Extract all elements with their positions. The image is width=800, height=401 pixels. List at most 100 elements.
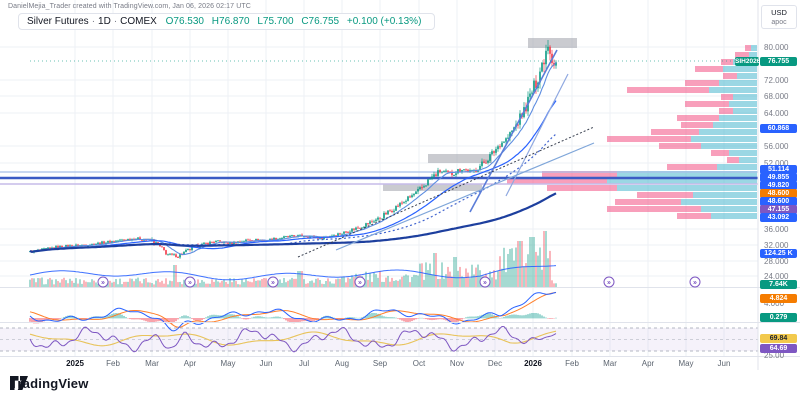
currency-label[interactable]: USD [771,8,787,17]
chevrons-circle-marker[interactable] [479,276,491,288]
time-axis-label[interactable]: Feb [106,359,120,368]
profile-sell-row [547,185,617,191]
profile-buy-row [737,73,757,79]
moving-average-line[interactable] [29,192,557,254]
profile-buy-row [693,192,757,198]
contract-label-badge[interactable]: SIH2026 [735,56,761,66]
trendline[interactable] [469,49,558,213]
price-axis-badge[interactable]: 48.600 [760,196,797,206]
moving-average-line[interactable] [29,133,557,253]
profile-sell-row [637,192,693,198]
profile-sell-row [659,143,701,149]
price-axis-label[interactable]: 64.000 [764,109,789,118]
chevrons-glyph: » [607,280,611,287]
chevrons-circle-marker[interactable] [354,276,366,288]
time-axis-label[interactable]: Oct [412,359,426,368]
price-axis-badge[interactable]: 0.279 [760,312,797,322]
chevrons-circle-marker[interactable] [97,276,109,288]
time-axis-label[interactable]: 2026 [524,359,542,368]
chevrons-circle-marker[interactable] [184,276,196,288]
time-axis-label[interactable]: Apr [183,359,197,368]
price-axis-label[interactable]: 4.000 [764,299,785,308]
time-axis-label[interactable]: Dec [487,359,503,368]
chevrons-circle-marker[interactable] [603,276,615,288]
price-axis-badge[interactable]: 76.755 [760,56,797,66]
unit-label[interactable]: apoc [771,19,787,26]
price-axis-unit-toggle[interactable]: USD apoc [761,5,797,29]
price-axis-label[interactable]: 24.000 [764,272,789,281]
price-axis-label[interactable]: 25.00 [764,351,785,360]
price-axis-badge[interactable]: 69.84 [760,333,797,343]
profile-buy-row [723,66,757,72]
time-axis-label[interactable]: Jul [298,359,310,368]
trendline[interactable] [335,142,595,251]
profile-buy-row [691,136,757,142]
time-axis-label[interactable]: Jun [717,359,731,368]
profile-buy-row [607,178,757,184]
price-axis-label[interactable]: 52.000 [764,159,789,168]
price-axis-badge[interactable]: 47.155 [760,204,797,214]
profile-buy-row [739,157,757,163]
profile-buy-row [709,87,757,93]
time-axis-label[interactable]: Feb [565,359,579,368]
time-axis-label[interactable]: Sep [372,359,388,368]
price-axis-badge[interactable]: 49.820 [760,180,797,190]
chevrons-glyph: » [358,280,362,287]
price-axis-label[interactable]: 28.000 [764,257,789,266]
time-axis-label[interactable]: Aug [334,359,350,368]
volume-profile [507,45,757,219]
profile-buy-row [729,150,757,156]
price-axis-badge[interactable]: 64.69 [760,343,797,353]
price-axis-label[interactable]: 80.000 [764,43,789,52]
price-axis-label[interactable]: 68.000 [764,92,789,101]
supply-demand-zone[interactable] [528,38,577,48]
time-axis-label[interactable]: Apr [641,359,655,368]
profile-sell-row [685,80,719,86]
chevrons-circle-marker[interactable] [689,276,701,288]
price-axis-badge[interactable]: 7.64K [760,279,797,289]
moving-average-line[interactable] [29,61,557,256]
price-axis-badge[interactable]: 4.824 [760,293,797,303]
price-axis-label[interactable]: 32.000 [764,241,789,250]
profile-sell-row [711,150,729,156]
profile-buy-row [719,115,757,121]
time-axis-label[interactable]: 2025 [66,359,84,368]
profile-sell-row [719,108,733,114]
tradingview-brand-text[interactable]: TradingView [10,376,89,391]
moving-average-line[interactable] [29,100,557,253]
chevrons-glyph: » [188,280,192,287]
price-axis-badge[interactable]: 49.855 [760,172,797,182]
price-axis-label[interactable]: 72.000 [764,76,789,85]
interval-label[interactable]: 1D [98,16,111,27]
high-value: H76.870 [211,16,250,27]
price-axis-label[interactable]: 36.000 [764,225,789,234]
tradingview-logo-icon[interactable] [10,376,28,390]
profile-buy-row [617,171,757,177]
time-axis-label[interactable]: May [220,359,236,368]
profile-buy-row [681,199,757,205]
profile-sell-row [735,52,749,58]
profile-buy-row [701,206,757,212]
price-axis-badge[interactable]: 60.868 [760,123,797,133]
time-axis-label[interactable]: Nov [449,359,465,368]
supply-demand-zone[interactable] [383,184,482,191]
trendline[interactable] [297,126,595,258]
symbol-title[interactable]: Silver Futures [27,16,89,27]
oscillator-main-line [29,291,557,332]
supply-demand-zone[interactable] [428,154,492,163]
price-axis-badge[interactable]: 124.25 K [760,248,797,258]
time-axis-label[interactable]: Jun [259,359,273,368]
time-axis-label[interactable]: May [678,359,694,368]
oscillator-signal-line [29,292,557,328]
time-axis-label[interactable]: Mar [145,359,159,368]
price-axis-badge[interactable]: 48.600 [760,188,797,198]
profile-sell-row [615,199,681,205]
symbol-legend[interactable]: Silver Futures · 1D · COMEX O76.530 H76.870 … [18,13,436,30]
chevrons-circle-marker[interactable] [267,276,279,288]
price-axis-label[interactable]: 56.000 [764,142,789,151]
time-axis-label[interactable]: Mar [603,359,617,368]
price-axis-badge[interactable]: 51.114 [760,164,797,174]
price-axis-badge[interactable]: 43.092 [760,212,797,222]
